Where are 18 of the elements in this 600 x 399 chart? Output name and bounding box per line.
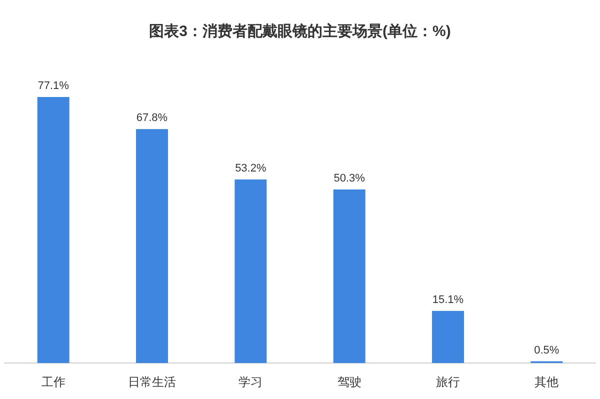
x-tick-label: 日常生活 (128, 375, 176, 389)
x-tick-label: 工作 (41, 375, 66, 389)
x-tick-label: 其他 (534, 375, 559, 389)
bar (234, 179, 267, 363)
data-label: 77.1% (38, 80, 70, 92)
chart-title: 图表3：消费者配戴眼镜的主要场景(单位：%) (149, 22, 451, 40)
bar (432, 310, 464, 363)
data-label: 53.2% (235, 162, 266, 174)
data-label: 0.5% (534, 344, 560, 356)
bar (333, 189, 366, 363)
data-label: 50.3% (334, 172, 366, 184)
bar (136, 129, 168, 363)
data-label: 67.8% (136, 112, 168, 124)
bar (37, 97, 70, 363)
x-tick-label: 驾驶 (337, 375, 362, 389)
x-tick-label: 旅行 (436, 375, 460, 389)
x-tick-label: 学习 (238, 375, 263, 389)
data-label: 15.1% (432, 294, 464, 306)
